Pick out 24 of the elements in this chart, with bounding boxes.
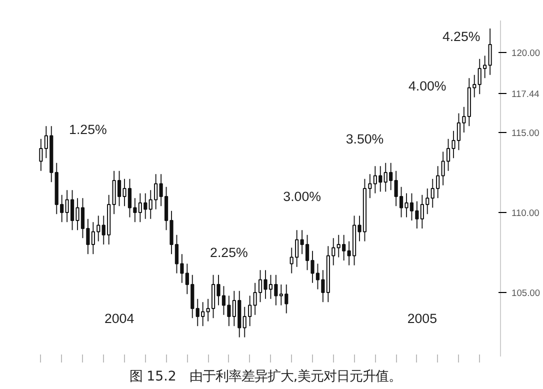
candlestick <box>242 306 246 338</box>
candlestick <box>436 166 440 199</box>
y-tick-label: 120.00 <box>512 48 540 58</box>
candlestick <box>60 194 64 223</box>
annotation: 2005 <box>407 311 437 326</box>
y-tick-label: 110.00 <box>512 208 540 218</box>
annotation: 4.00% <box>408 78 446 94</box>
candlestick <box>430 178 434 208</box>
y-tick-label: 117.44 <box>512 88 540 99</box>
candlestick <box>483 55 487 79</box>
y-tick-label: 115.00 <box>512 128 540 138</box>
text: 图 15.2 由于利率差异扩大,美元对日元升值。 <box>129 368 402 384</box>
annotation: 2.25% <box>210 245 248 260</box>
candlestick <box>248 295 252 327</box>
candlestick <box>426 188 430 215</box>
annotation: 4.25% <box>442 29 480 44</box>
y-tick-label: 105.00 <box>512 288 540 298</box>
annotation: 3.50% <box>346 131 384 146</box>
annotation: 2004 <box>104 311 135 326</box>
candlestick <box>488 28 492 76</box>
annotation: 3.00% <box>283 189 322 204</box>
annotation: 1.25% <box>69 122 107 137</box>
candlestick <box>190 274 194 319</box>
candlestick <box>478 58 482 95</box>
